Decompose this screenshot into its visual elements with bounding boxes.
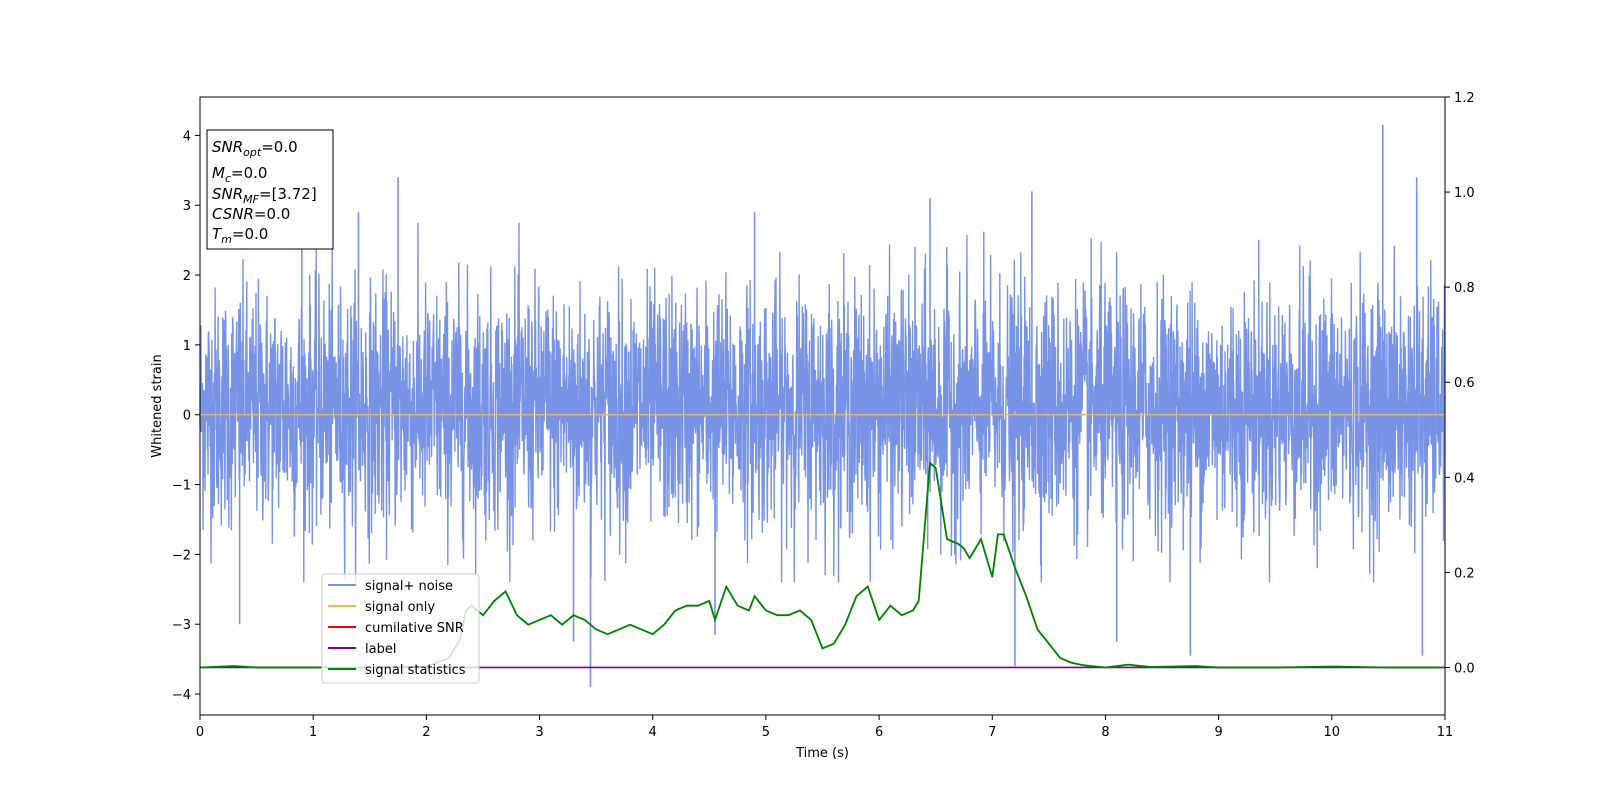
x-tick-label: 5 <box>762 725 770 740</box>
x-axis-ticks: 0 1 2 3 4 5 6 7 8 9 10 11 <box>196 715 1453 740</box>
x-tick-label: 7 <box>988 725 996 740</box>
y-tick-label: −1 <box>172 479 191 494</box>
right-y-tick-label: 1.0 <box>1454 186 1475 201</box>
y-tick-label: −4 <box>172 688 191 703</box>
signal-noise-trace <box>199 222 1446 583</box>
right-y-tick-label: 0.6 <box>1454 376 1475 391</box>
signal-noise-series <box>199 124 1446 688</box>
y-tick-label: 1 <box>183 339 191 354</box>
x-tick-label: 4 <box>649 725 657 740</box>
legend-label: cumilative SNR <box>365 621 464 636</box>
annotation-line: SNRopt=0.0 <box>212 138 298 159</box>
signal-statistics-series <box>199 461 1445 669</box>
legend-label: signal statistics <box>365 663 466 678</box>
annotation-frame <box>206 129 334 250</box>
legend: signal+ noise signal only cumilative SNR la… <box>321 573 480 684</box>
y-tick-label: 2 <box>183 269 191 284</box>
legend-label: label <box>365 642 396 657</box>
right-y-tick-label: 0.2 <box>1454 566 1475 581</box>
annotation-line: Mc=0.0 <box>212 164 267 185</box>
y-tick-label: 0 <box>183 409 191 424</box>
legend-frame <box>321 573 480 684</box>
right-y-tick-label: 1.2 <box>1454 91 1475 106</box>
annotation-line: SNRMF=[3.72] <box>212 185 317 206</box>
right-y-tick-label: 0.0 <box>1454 661 1475 676</box>
legend-label: signal+ noise <box>365 579 453 594</box>
x-axis-label: Time (s) <box>795 746 849 761</box>
right-y-tick-label: 0.4 <box>1454 471 1475 486</box>
x-tick-label: 2 <box>422 725 430 740</box>
annotation-line: CSNR=0.0 <box>212 205 290 223</box>
x-tick-label: 1 <box>309 725 317 740</box>
right-y-axis-ticks: 0.0 0.2 0.4 0.6 0.8 1.0 1.2 <box>1445 91 1475 676</box>
x-tick-label: 10 <box>1324 725 1341 740</box>
plot-frame <box>199 96 1446 716</box>
annotation-line: Tm=0.0 <box>212 225 268 246</box>
y-tick-label: 3 <box>183 199 191 214</box>
x-tick-label: 0 <box>196 725 204 740</box>
legend-label: signal only <box>365 600 435 615</box>
y-axis-label: Whitened strain <box>150 354 165 457</box>
y-tick-label: −2 <box>172 548 191 563</box>
right-y-tick-label: 0.8 <box>1454 281 1475 296</box>
x-tick-label: 9 <box>1214 725 1222 740</box>
x-tick-label: 3 <box>535 725 543 740</box>
x-tick-label: 11 <box>1437 725 1454 740</box>
x-tick-label: 6 <box>875 725 883 740</box>
x-tick-label: 8 <box>1101 725 1109 740</box>
y-axis-ticks: −4 −3 −2 −1 0 1 2 3 4 <box>172 129 200 703</box>
y-tick-label: 4 <box>183 129 191 144</box>
y-tick-label: −3 <box>172 618 191 633</box>
